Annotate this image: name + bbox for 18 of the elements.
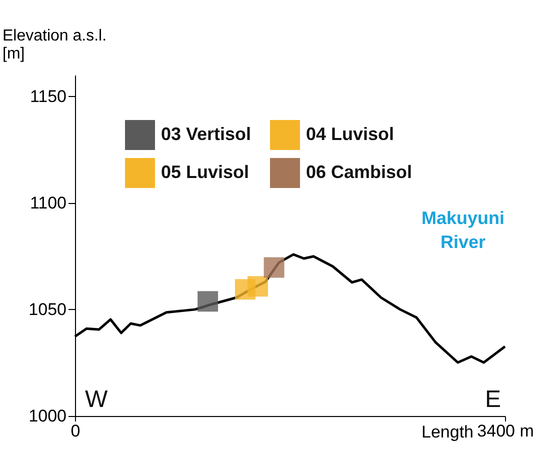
x-axis-title: Length [422,422,474,442]
y-tick-label: 1050 [28,300,66,319]
y-axis-title: Elevation a.s.l. [m] [2,28,107,62]
legend-label: 05 Luvisol [161,162,250,182]
point [198,291,218,312]
x-tick-label: 0 [70,422,80,440]
x-tick-label: 3400 m [477,422,534,440]
legend-label: 06 Cambisol [306,162,412,182]
annotation: Makuyuni River [421,208,505,252]
y-tick-label: 1000 [28,406,66,426]
annotation: E [484,386,501,413]
legend-label: 04 Luvisol [306,124,394,144]
point [248,276,268,297]
annotation: W [85,386,108,413]
y-tick-label: 1100 [30,193,66,212]
legend-label: 03 Vertisol [161,124,252,144]
y-tick-label: 1150 [30,86,66,106]
point [264,257,284,278]
